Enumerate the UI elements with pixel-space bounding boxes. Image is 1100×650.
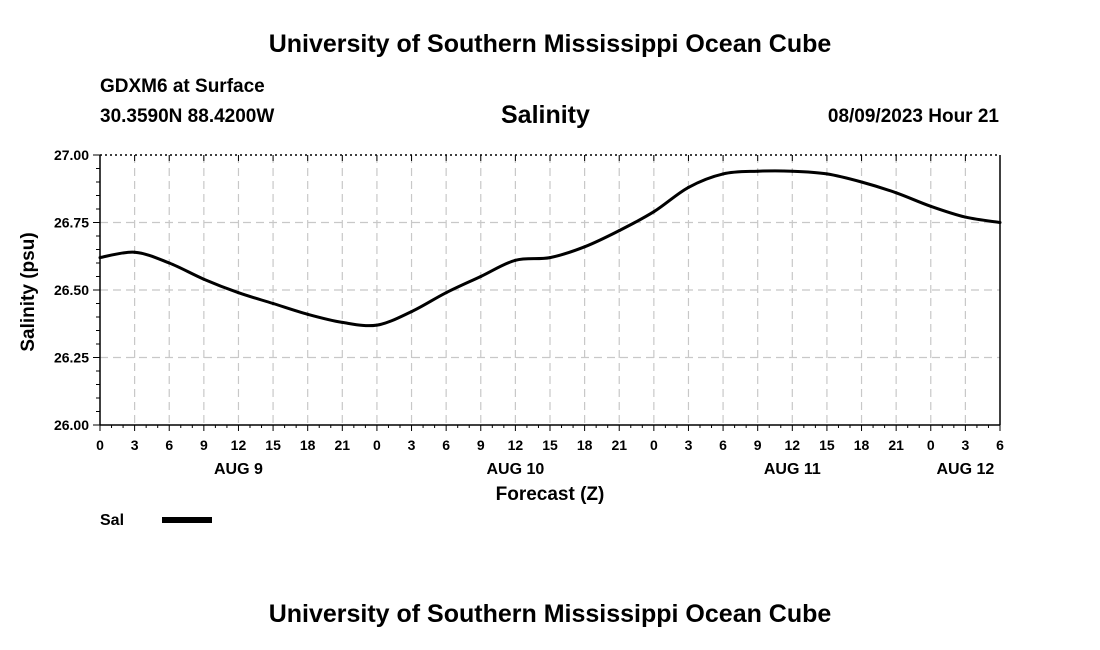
y-axis-label: Salinity (psu)	[18, 232, 39, 351]
data-point	[410, 310, 414, 314]
x-tick-label: 21	[611, 437, 627, 453]
x-axis-label: Forecast (Z)	[496, 484, 605, 505]
x-tick-label: 18	[300, 437, 316, 453]
x-tick-label: 21	[888, 437, 904, 453]
data-point	[202, 277, 206, 281]
data-point	[860, 180, 864, 184]
data-point	[513, 258, 517, 262]
data-point	[686, 185, 690, 189]
data-point	[894, 191, 898, 195]
x-tick-label: 3	[408, 437, 416, 453]
page-title: University of Southern Mississippi Ocean…	[268, 30, 832, 58]
x-tick-label: 0	[96, 437, 104, 453]
x-tick-label: 15	[265, 437, 281, 453]
x-tick-label: 9	[754, 437, 762, 453]
date-label: AUG 10	[486, 461, 544, 478]
data-point	[375, 323, 379, 327]
data-point	[652, 210, 656, 214]
data-point	[548, 256, 552, 260]
x-tick-label: 12	[785, 437, 801, 453]
x-tick-label: 3	[131, 437, 139, 453]
data-point	[340, 320, 344, 324]
date-label: AUG 9	[214, 461, 263, 478]
x-tick-label: 9	[200, 437, 208, 453]
x-tick-label: 18	[577, 437, 593, 453]
data-point	[306, 312, 310, 316]
x-tick-label: 21	[335, 437, 351, 453]
legend-label: Sal	[100, 512, 124, 529]
x-tick-label: 6	[442, 437, 450, 453]
x-tick-label: 3	[685, 437, 693, 453]
chart-title: Salinity	[501, 101, 590, 129]
data-point	[479, 275, 483, 278]
x-tick-label: 6	[165, 437, 173, 453]
y-tick-label: 26.50	[54, 282, 89, 298]
data-point	[271, 302, 275, 305]
x-tick-label: 3	[961, 437, 969, 453]
x-tick-label: 6	[996, 437, 1004, 453]
x-tick-label: 15	[542, 437, 558, 453]
data-point	[998, 221, 1002, 224]
y-tick-label: 27.00	[54, 147, 89, 163]
data-point	[98, 256, 102, 260]
data-point	[236, 291, 240, 295]
data-point	[721, 172, 725, 176]
x-tick-label: 18	[854, 437, 870, 453]
x-tick-label: 12	[231, 437, 247, 453]
y-tick-label: 26.25	[54, 350, 89, 366]
y-tick-label: 26.75	[54, 215, 89, 231]
date-label: AUG 11	[764, 461, 821, 478]
x-tick-label: 15	[819, 437, 835, 453]
footer-title: University of Southern Mississippi Ocean…	[268, 600, 832, 628]
data-point	[583, 245, 587, 249]
data-point	[617, 229, 621, 233]
x-tick-label: 0	[650, 437, 658, 453]
x-tick-label: 6	[719, 437, 727, 453]
x-tick-label: 12	[508, 437, 524, 453]
forecast-datetime: 08/09/2023 Hour 21	[827, 106, 999, 127]
x-tick-label: 9	[477, 437, 485, 453]
station-coordinates: 30.3590N 88.4200W	[100, 106, 275, 127]
data-point	[133, 250, 137, 254]
data-point	[756, 169, 760, 173]
data-point	[963, 215, 967, 219]
data-point	[167, 261, 171, 265]
data-point	[929, 204, 933, 208]
x-tick-label: 0	[373, 437, 381, 453]
date-label: AUG 12	[936, 461, 994, 478]
data-point	[825, 172, 829, 176]
data-point	[790, 169, 794, 173]
data-point	[444, 291, 448, 295]
y-tick-label: 26.00	[54, 417, 89, 433]
station-name: GDXM6 at Surface	[100, 76, 265, 97]
x-tick-label: 0	[927, 437, 935, 453]
